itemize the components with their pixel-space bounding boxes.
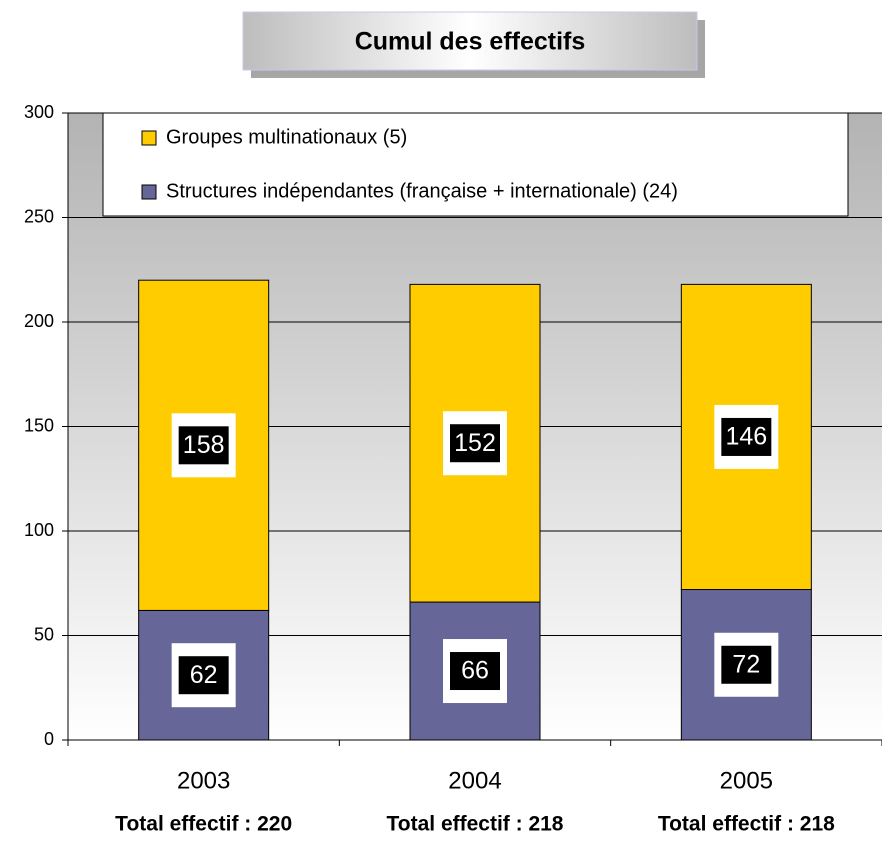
y-tick-label: 200: [24, 311, 54, 331]
data-label: 62: [190, 661, 218, 689]
y-tick-label: 150: [24, 415, 54, 435]
y-tick-label: 0: [44, 729, 54, 749]
plot: 0 50 100 150 200 250 300 62 158 2003 Total effecti…: [24, 102, 882, 836]
data-label-bg: [450, 652, 500, 691]
category-note: Total effectif : 218: [658, 813, 835, 836]
data-label-box: 152: [443, 411, 507, 476]
y-tick-label: 300: [24, 102, 54, 122]
x-tick-label: 2004: [448, 767, 501, 794]
data-label-box: 72: [714, 632, 779, 697]
legend-swatch: [141, 184, 157, 200]
data-label-bg: [450, 424, 500, 463]
data-label-bg: [178, 656, 229, 695]
data-label-bg: [721, 645, 772, 684]
data-label: 152: [454, 429, 496, 457]
data-label-box: 62: [171, 643, 236, 708]
y-tick-label: 50: [34, 624, 54, 644]
category-note: Total effectif : 218: [387, 813, 564, 836]
chart-title: Cumul des effectifs: [355, 28, 586, 56]
y-tick-label: 100: [24, 520, 54, 540]
data-label: 72: [732, 650, 760, 678]
data-label-box: 158: [171, 413, 236, 478]
data-label-bg: [178, 426, 229, 465]
title-box: [242, 11, 698, 71]
legend-box: [102, 112, 849, 217]
legend-swatch: [141, 130, 157, 146]
category-note: Total effectif : 220: [115, 813, 292, 836]
data-label-box: 146: [714, 404, 779, 469]
data-label: 158: [183, 431, 225, 459]
y-tick-label: 250: [24, 206, 54, 226]
data-label: 66: [461, 657, 489, 685]
data-label-box: 66: [443, 639, 507, 704]
x-tick-label: 2003: [177, 767, 230, 794]
data-label: 146: [725, 423, 767, 451]
legend-label: Groupes multinationaux (5): [166, 126, 407, 148]
data-label-bg: [721, 417, 772, 456]
x-tick-label: 2005: [720, 767, 773, 794]
legend-label: Structures indépendantes (française + in…: [166, 180, 678, 202]
